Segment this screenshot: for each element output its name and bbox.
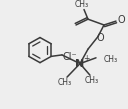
Text: CH₃: CH₃: [104, 55, 118, 64]
Text: O: O: [96, 33, 104, 43]
Text: Cl⁻: Cl⁻: [63, 52, 77, 62]
Text: N: N: [75, 59, 85, 69]
Text: O: O: [117, 15, 125, 25]
Text: +: +: [83, 54, 89, 63]
Text: CH₃: CH₃: [85, 77, 99, 85]
Text: CH₃: CH₃: [58, 78, 72, 87]
Text: CH₃: CH₃: [75, 0, 89, 9]
